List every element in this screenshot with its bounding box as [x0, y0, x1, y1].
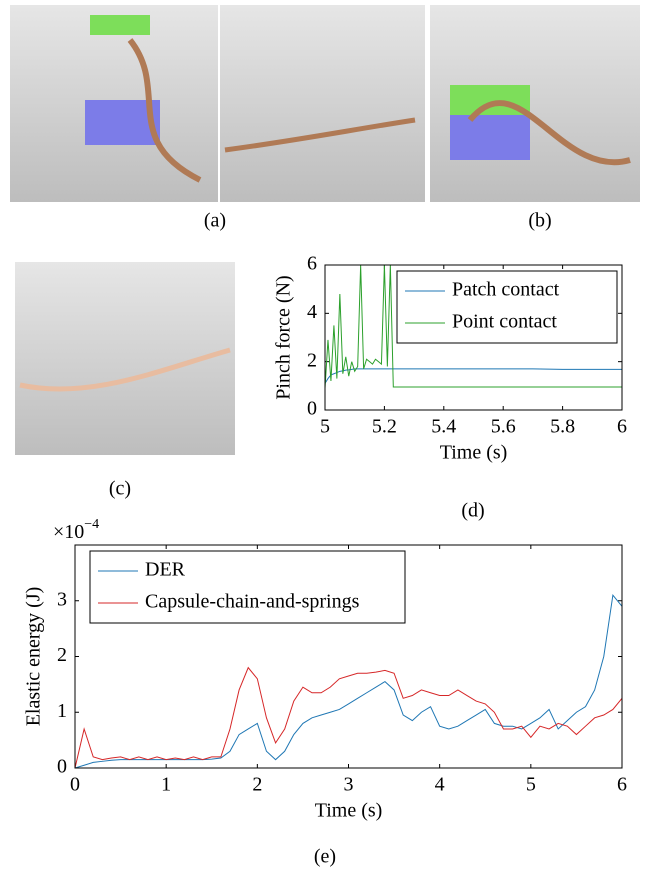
x-tick-label: 0	[70, 774, 80, 796]
y-scale-label: ×10−4	[53, 517, 99, 542]
x-tick-label: 6	[617, 416, 627, 438]
gripper	[90, 15, 150, 35]
legend-label: Point contact	[452, 311, 557, 333]
series-line	[325, 265, 622, 389]
y-axis-label: Elastic energy (J)	[23, 587, 45, 727]
plot-frame	[324, 264, 623, 411]
y-tick-label: 2	[57, 644, 67, 666]
y-tick-label: 0	[57, 756, 67, 778]
legend-label: Capsule-chain-and-springs	[145, 591, 360, 613]
y-scale-exponent: −4	[84, 517, 99, 532]
x-tick-label: 1	[161, 774, 171, 796]
x-tick-label: 3	[344, 774, 354, 796]
gripper	[450, 115, 530, 160]
series-line	[325, 368, 622, 384]
rope	[224, 117, 416, 153]
legend-box	[89, 550, 406, 624]
x-axis-label: Time (s)	[440, 442, 508, 464]
y-scale-base: ×10	[53, 521, 84, 543]
y-axis-label: Pinch force (N)	[273, 275, 295, 399]
rope	[19, 347, 231, 392]
x-tick-label: 5.2	[372, 416, 397, 438]
caption: (c)	[109, 478, 131, 500]
y-tick-label: 2	[307, 349, 317, 371]
x-axis-label: Time (s)	[315, 800, 383, 822]
legend-label: DER	[145, 559, 186, 581]
x-tick-label: 2	[252, 774, 262, 796]
y-tick-label: 0	[307, 398, 317, 420]
legend-label: Patch contact	[452, 279, 560, 301]
y-tick-label: 1	[57, 700, 67, 722]
caption: (a)	[204, 210, 226, 232]
legend-box	[396, 270, 618, 344]
x-tick-label: 5.6	[491, 416, 516, 438]
x-tick-label: 6	[617, 774, 627, 796]
plot-frame	[74, 544, 623, 769]
series-line	[75, 666, 622, 768]
caption: (e)	[314, 846, 336, 868]
y-tick-label: 4	[307, 301, 317, 323]
rope	[467, 100, 631, 166]
y-tick-label: 6	[307, 253, 317, 275]
caption: (b)	[528, 210, 551, 232]
caption: (d)	[461, 500, 484, 522]
x-tick-label: 5.8	[550, 416, 575, 438]
x-tick-label: 5	[320, 416, 330, 438]
y-tick-label: 3	[57, 588, 67, 610]
image-a2	[220, 5, 425, 202]
x-tick-label: 4	[435, 774, 445, 796]
x-tick-label: 5.4	[431, 416, 456, 438]
render-images	[10, 5, 640, 455]
x-tick-label: 5	[526, 774, 536, 796]
rope	[127, 38, 202, 183]
